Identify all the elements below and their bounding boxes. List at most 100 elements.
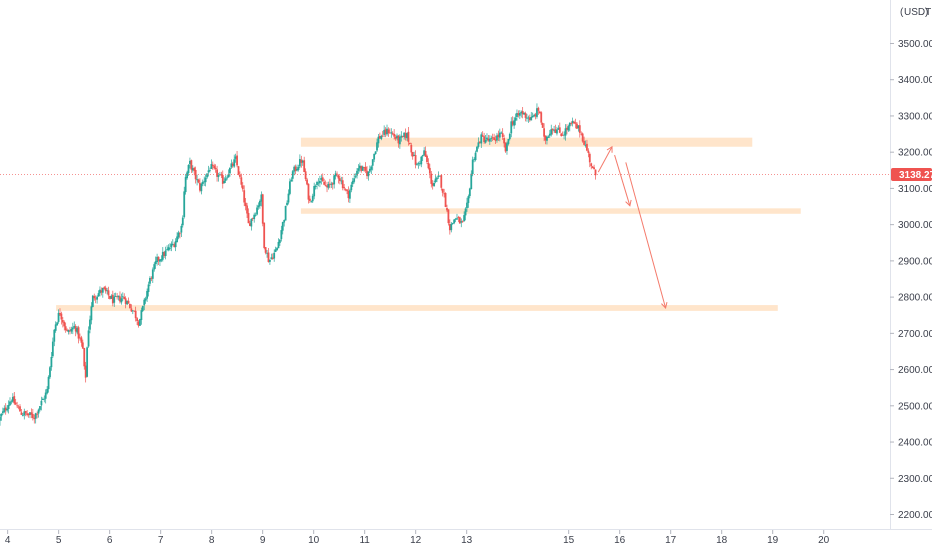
- candle-body: [581, 133, 584, 142]
- candle-body: [53, 329, 56, 342]
- candle-body: [109, 295, 111, 299]
- candle-body: [500, 132, 503, 134]
- price-axis[interactable]: [891, 0, 932, 530]
- currency-label: ( USDT ): [900, 7, 931, 18]
- price-tick-label: 3100.00: [898, 184, 932, 195]
- candle-body: [167, 247, 170, 250]
- candle-body: [358, 165, 361, 169]
- candle-body: [289, 181, 291, 194]
- candle-body: [150, 277, 153, 279]
- candle-body: [239, 174, 241, 177]
- candle-body: [383, 129, 386, 135]
- candle-body: [113, 296, 116, 303]
- candle-body: [13, 396, 16, 404]
- candle-body: [426, 155, 428, 163]
- projection-arrow-3[interactable]: [625, 162, 668, 309]
- candle-body: [217, 175, 220, 178]
- candle-body: [306, 179, 308, 185]
- candle-body: [587, 150, 590, 153]
- candle-body: [420, 156, 423, 165]
- candle-body: [193, 167, 196, 171]
- candle-body: [64, 326, 67, 331]
- candle-body: [307, 183, 310, 200]
- candle-body: [274, 249, 277, 252]
- candle-body: [461, 221, 464, 223]
- candle-body: [121, 296, 124, 298]
- candle-body: [226, 177, 228, 179]
- projection-arrow-2[interactable]: [614, 154, 632, 207]
- candle-body: [458, 217, 461, 224]
- candle-body: [106, 290, 109, 292]
- candle-body: [10, 401, 13, 403]
- candle-body: [99, 289, 101, 294]
- candle-body: [438, 175, 441, 177]
- candle-body: [467, 196, 470, 204]
- candle-body: [37, 409, 40, 414]
- support-resistance-zone-2[interactable]: [300, 208, 801, 214]
- candle-body: [253, 214, 256, 220]
- candle-body: [540, 112, 543, 123]
- candle-body: [190, 160, 193, 170]
- candle-body: [453, 219, 456, 224]
- candle-body: [401, 136, 404, 137]
- candle-body: [303, 160, 306, 172]
- candle-body: [50, 356, 53, 368]
- candle-body: [473, 159, 476, 161]
- candle-body: [177, 232, 180, 238]
- candle-body: [558, 127, 561, 133]
- candle-body: [566, 127, 568, 130]
- candle-body: [251, 218, 254, 219]
- candle-body: [130, 308, 133, 312]
- candle-body: [413, 154, 416, 156]
- candle-body: [311, 195, 314, 202]
- candle-body: [83, 347, 86, 367]
- candle-body: [556, 129, 558, 134]
- candle-body: [571, 120, 574, 124]
- candle-body: [400, 135, 403, 138]
- candle-body: [484, 140, 487, 143]
- candle-body: [149, 277, 151, 284]
- candle-body: [340, 180, 343, 182]
- candle-body: [283, 220, 286, 223]
- candle-body: [214, 167, 217, 170]
- candle-body: [26, 413, 29, 416]
- candle-body: [421, 155, 424, 157]
- candle-body: [533, 114, 536, 117]
- candle-body: [27, 414, 30, 416]
- candle-body: [107, 290, 110, 296]
- price-tick-label: 2700.00: [898, 329, 932, 340]
- support-resistance-zone-3[interactable]: [56, 305, 778, 311]
- candle-body: [573, 121, 575, 124]
- candle-body: [418, 163, 421, 165]
- support-resistance-zone-1[interactable]: [300, 137, 753, 147]
- candle-body: [80, 337, 83, 343]
- candle-body: [73, 325, 76, 328]
- candle-body: [513, 120, 516, 126]
- candle-body: [357, 168, 360, 171]
- projection-arrow-1[interactable]: [597, 145, 613, 173]
- candle-body: [189, 160, 191, 165]
- candle-body: [131, 310, 134, 312]
- candle-body: [229, 167, 231, 174]
- candle-body: [204, 177, 207, 183]
- candle-body: [317, 182, 320, 184]
- candle-body: [41, 398, 44, 401]
- candle-body: [296, 168, 298, 171]
- candle-body: [123, 296, 126, 300]
- price-tick-label: 2800.00: [898, 293, 932, 304]
- candle-body: [553, 129, 555, 131]
- candle-body: [66, 329, 69, 331]
- candle-body: [496, 135, 498, 141]
- candle-body: [31, 414, 34, 419]
- candle-body: [487, 138, 490, 141]
- arrow-shaft: [597, 146, 613, 173]
- candle-body: [211, 164, 214, 166]
- candle-body: [153, 264, 156, 270]
- candle-body: [314, 185, 317, 187]
- candle-body: [330, 183, 333, 185]
- candle-body: [280, 230, 283, 240]
- time-tick-label: 11: [359, 535, 370, 546]
- candle-body: [203, 181, 206, 183]
